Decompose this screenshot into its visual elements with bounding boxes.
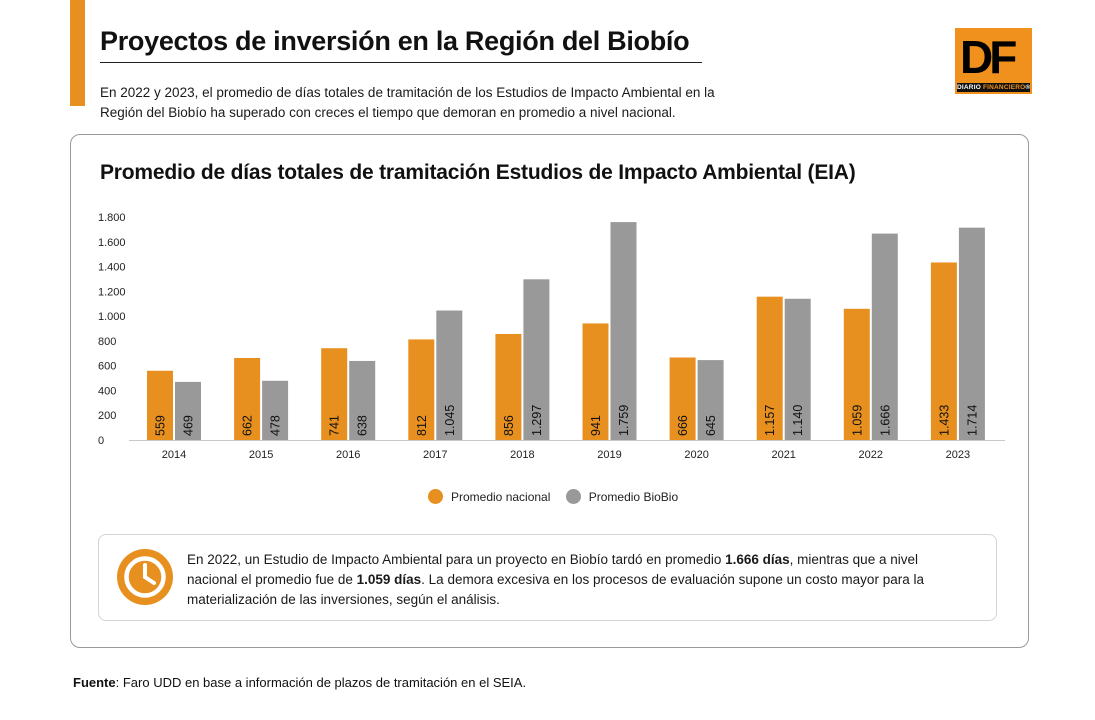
data-label-nacional: 559 [154, 415, 168, 436]
bar-biobio [262, 380, 289, 440]
clock-icon [117, 549, 173, 605]
data-label-nacional: 666 [676, 415, 690, 436]
bar-biobio [958, 227, 985, 440]
data-label-biobio: 645 [704, 415, 718, 436]
data-label-biobio: 1.714 [965, 405, 979, 436]
legend-label-biobio: Promedio BioBio [588, 489, 679, 504]
df-logo-band-highlight: FINANCIERO [982, 84, 1026, 91]
x-tick-label: 2020 [684, 449, 708, 461]
page-title: Proyectos de inversión en la Región del … [100, 26, 690, 56]
bar-nacional [756, 296, 783, 440]
data-label-nacional: 662 [241, 415, 255, 436]
bar-chart: 0 200 400 600 800 1.000 1.200 1.400 1.600 1.800 55… [98, 212, 1005, 461]
chart-legend: Promedio nacional Promedio BioBio [428, 489, 690, 507]
legend-item-biobio: Promedio BioBio [565, 489, 679, 504]
bar-nacional [582, 323, 609, 440]
x-tick-label: 2018 [510, 449, 534, 461]
y-tick-label: 600 [98, 361, 116, 373]
bar-biobio [175, 381, 201, 440]
bar-nacional [495, 333, 522, 440]
source-note: Fuente: Faro UDD en base a información d… [73, 675, 526, 690]
y-tick-label: 200 [98, 410, 116, 422]
y-tick-label: 400 [98, 385, 116, 397]
data-label-nacional: 812 [415, 415, 429, 436]
source-label: Fuente [73, 675, 116, 690]
data-label-nacional: 1.059 [850, 405, 864, 436]
data-label-biobio: 469 [182, 415, 196, 436]
data-label-biobio: 638 [356, 415, 370, 436]
note-highlight-biobio: 1.666 días [725, 552, 790, 567]
page-subtitle: En 2022 y 2023, el promedio de días tota… [100, 84, 715, 120]
data-label-biobio: 1.759 [617, 405, 631, 436]
bar-biobio [349, 360, 376, 440]
legend-label-nacional: Promedio nacional [451, 489, 551, 504]
data-label-nacional: 1.433 [937, 405, 951, 436]
bar-nacional [843, 308, 870, 440]
bar-biobio [523, 279, 550, 440]
bar-nacional [321, 348, 348, 440]
note-text-part: , mientras que a nivel nacional el prome… [187, 552, 918, 587]
chart-card: Promedio de días totales de tramitación … [70, 134, 1029, 648]
data-label-biobio: 1.045 [443, 405, 457, 436]
bar-biobio [871, 233, 898, 440]
y-tick-label: 800 [98, 336, 116, 348]
y-tick-label: 1.200 [98, 286, 126, 298]
data-label-nacional: 741 [328, 415, 342, 436]
data-label-biobio: 478 [269, 415, 283, 436]
bar-biobio [436, 310, 463, 440]
y-tick-label: 1.400 [98, 262, 126, 274]
legend-swatch-biobio [565, 489, 581, 504]
legend-item-nacional: Promedio nacional [428, 489, 550, 504]
bar-nacional [669, 357, 696, 440]
df-logo-band: DIARIO FINANCIERO® [957, 83, 1030, 92]
y-tick-label: 1.000 [98, 311, 126, 323]
data-label-biobio: 1.297 [530, 405, 544, 436]
y-tick-label: 1.800 [98, 212, 126, 224]
y-tick-label: 1.600 [98, 237, 126, 249]
bar-biobio [784, 298, 811, 440]
y-tick-label: 0 [98, 435, 104, 447]
bar-nacional [147, 370, 173, 440]
x-tick-label: 2019 [597, 449, 621, 461]
data-label-biobio: 1.666 [878, 405, 892, 436]
data-label-nacional: 1.157 [763, 405, 777, 436]
bar-nacional [234, 357, 261, 440]
data-label-nacional: 941 [589, 415, 603, 436]
bar-nacional [930, 262, 957, 440]
note-text: En 2022, un Estudio de Impacto Ambiental… [187, 550, 957, 610]
note-highlight-nacional: 1.059 días [356, 572, 422, 587]
x-tick-label: 2021 [771, 449, 795, 461]
x-tick-label: 2015 [249, 449, 273, 461]
title-divider [100, 62, 702, 63]
bar-biobio [697, 360, 724, 440]
x-tick-label: 2016 [336, 449, 360, 461]
df-logo-letters: DF [960, 31, 1017, 83]
df-logo: DF DIARIO FINANCIERO® [955, 28, 1032, 94]
x-tick-label: 2023 [946, 449, 970, 461]
accent-bar [70, 0, 85, 106]
x-tick-label: 2014 [162, 449, 186, 461]
df-logo-band-prefix: DIARIO [957, 84, 983, 91]
chart-title: Promedio de días totales de tramitación … [100, 161, 856, 184]
x-tick-label: 2022 [859, 449, 883, 461]
note-text-part: En 2022, un Estudio de Impacto Ambiental… [187, 552, 726, 567]
source-text: : Faro UDD en base a información de plaz… [115, 675, 527, 690]
data-label-nacional: 856 [502, 415, 516, 436]
note-box: En 2022, un Estudio de Impacto Ambiental… [98, 534, 997, 621]
bar-nacional [408, 339, 435, 440]
bar-biobio [610, 222, 637, 440]
data-label-biobio: 1.140 [791, 405, 805, 436]
df-logo-band-suffix: ® [1025, 84, 1031, 91]
legend-swatch-nacional [428, 489, 443, 504]
note-text-part: . La demora excesiva en los procesos de … [187, 572, 924, 607]
x-tick-label: 2017 [423, 449, 447, 461]
